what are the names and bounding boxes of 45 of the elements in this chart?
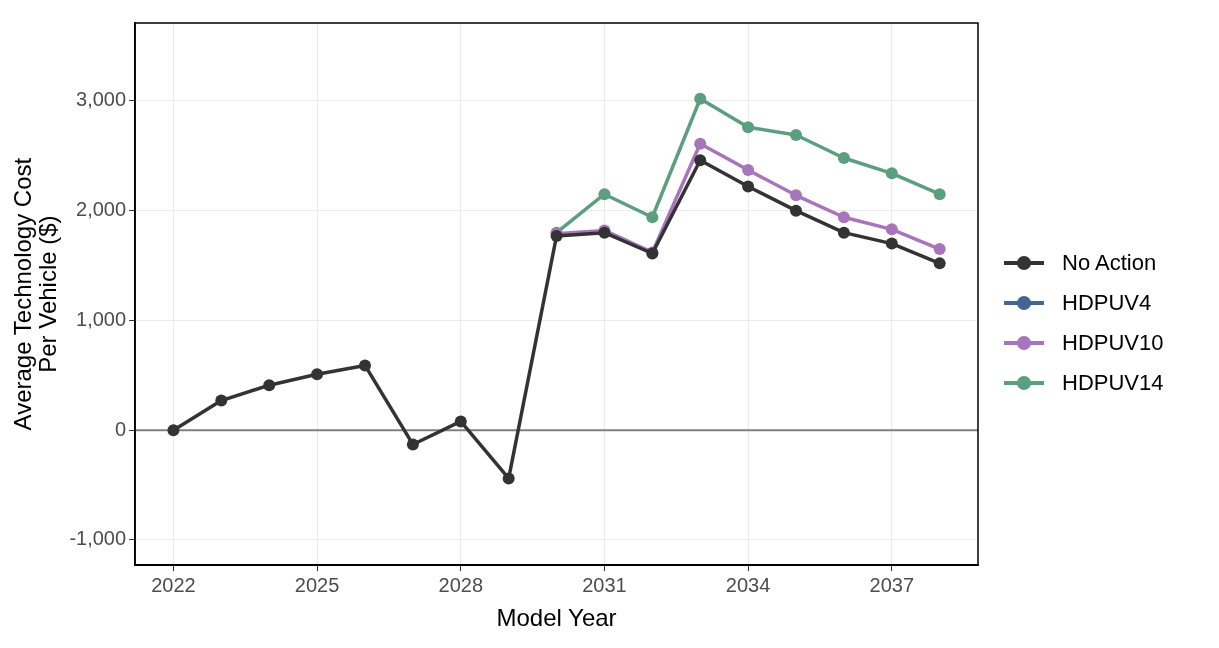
x-axis-title: Model Year xyxy=(496,604,617,632)
point xyxy=(933,257,946,270)
point xyxy=(502,472,515,485)
x-tick-label: 2031 xyxy=(582,573,627,596)
point xyxy=(742,121,755,134)
point xyxy=(837,152,850,164)
x-tick-label: 2037 xyxy=(869,573,915,596)
point xyxy=(311,368,324,381)
point xyxy=(885,167,898,180)
x-tick-label: 2034 xyxy=(725,573,771,596)
point xyxy=(598,188,611,201)
point xyxy=(263,379,276,392)
point xyxy=(885,223,898,236)
legend-label: HDPUV10 xyxy=(1062,330,1164,356)
y-tick-label: 0 xyxy=(114,417,127,440)
y-axis-title: Average Technology Cost Per Vehicle ($) xyxy=(9,157,62,431)
point xyxy=(742,164,755,177)
point xyxy=(646,211,659,224)
point xyxy=(167,424,180,437)
x-tick-label: 2022 xyxy=(151,573,196,596)
point xyxy=(454,415,467,428)
point xyxy=(790,189,803,202)
point xyxy=(694,154,707,167)
point xyxy=(933,243,946,256)
point xyxy=(885,237,898,250)
point xyxy=(742,180,755,193)
x-tick-label: 2025 xyxy=(294,573,340,596)
point xyxy=(790,204,803,217)
point xyxy=(694,137,707,150)
point xyxy=(790,128,803,141)
legend-label: HDPUV14 xyxy=(1062,370,1164,396)
y-tick-label: 2,000 xyxy=(76,198,127,221)
point xyxy=(215,394,228,407)
point xyxy=(358,359,371,372)
y-tick-label: -1,000 xyxy=(69,527,127,550)
point xyxy=(837,211,850,224)
point xyxy=(406,438,419,451)
point xyxy=(694,92,707,105)
y-tick-label: 3,000 xyxy=(76,88,127,111)
point xyxy=(837,226,850,239)
point xyxy=(933,188,946,201)
y-tick-label: 1,000 xyxy=(76,307,127,330)
legend-label: HDPUV4 xyxy=(1062,290,1152,316)
x-tick-label: 2028 xyxy=(438,573,484,596)
legend-label: No Action xyxy=(1062,250,1157,276)
